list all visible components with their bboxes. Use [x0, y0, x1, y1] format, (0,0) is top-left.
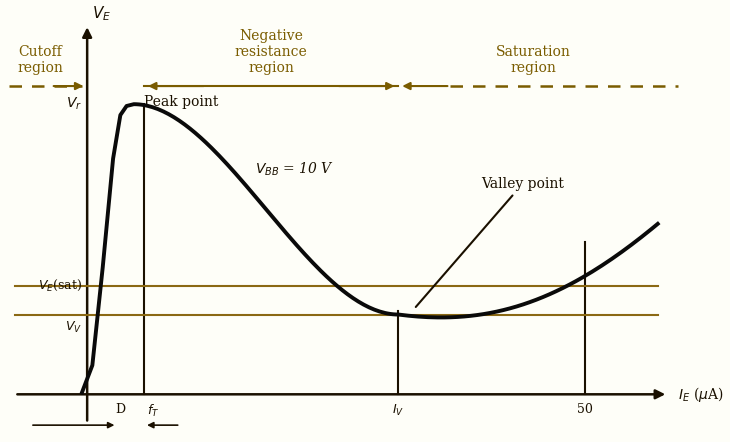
Text: Negative
resistance
region: Negative resistance region: [235, 29, 307, 75]
Text: $I_E$ ($\mu$A): $I_E$ ($\mu$A): [678, 385, 724, 404]
Text: Saturation
region: Saturation region: [496, 45, 571, 75]
Text: $V_E$: $V_E$: [93, 4, 112, 23]
Text: $I_V$: $I_V$: [392, 404, 404, 419]
Text: $V_{BB}$ = 10 V: $V_{BB}$ = 10 V: [255, 161, 334, 178]
Text: $V_E$(sat): $V_E$(sat): [38, 278, 82, 293]
Text: 50: 50: [577, 404, 593, 416]
Text: Valley point: Valley point: [416, 177, 564, 307]
Text: $V_r$: $V_r$: [66, 96, 82, 112]
Text: D: D: [115, 404, 126, 416]
Text: $V_V$: $V_V$: [65, 320, 82, 335]
Text: Peak point: Peak point: [145, 95, 218, 109]
Text: $f_T$: $f_T$: [147, 404, 160, 419]
Text: Cutoff
region: Cutoff region: [18, 45, 64, 75]
